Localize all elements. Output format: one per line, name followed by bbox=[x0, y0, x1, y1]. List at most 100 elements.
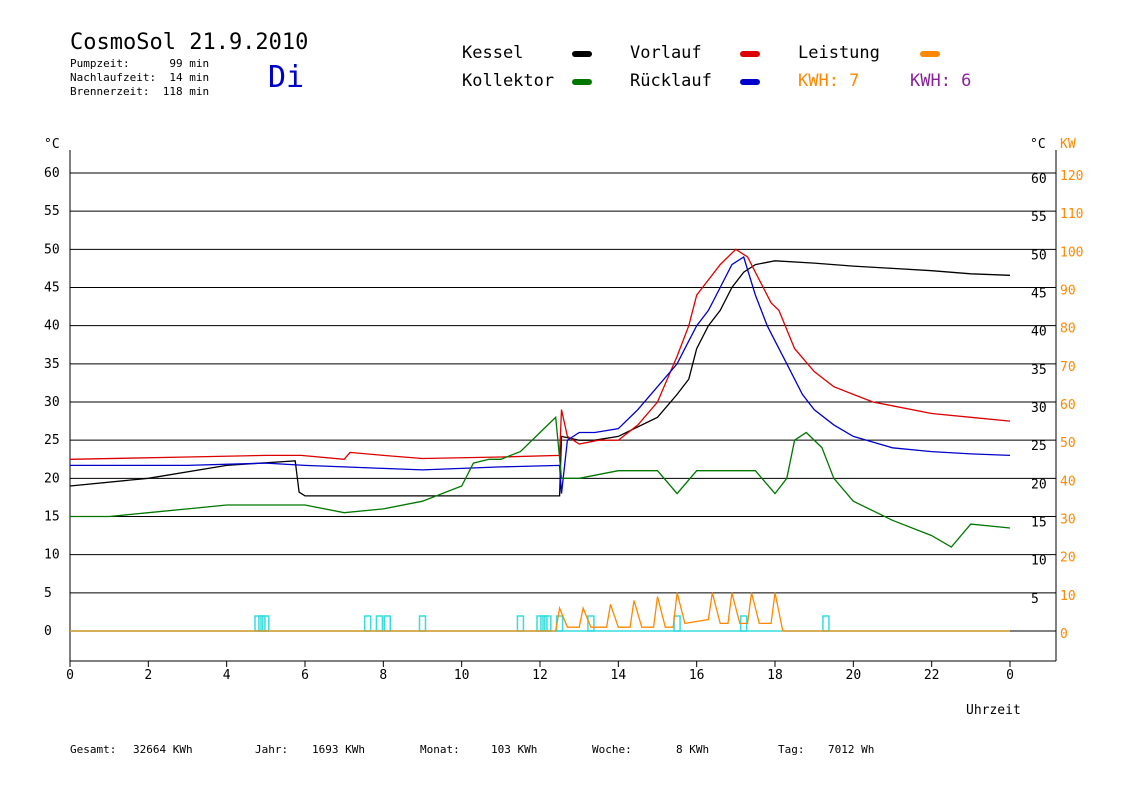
legend-kwh-orange: KWH: 7 bbox=[798, 71, 860, 91]
y-tick-right: 50 bbox=[1031, 248, 1047, 263]
y-tick-left: 35 bbox=[44, 357, 60, 372]
y-axis-label-right: °C bbox=[1030, 137, 1046, 152]
x-tick: 18 bbox=[767, 668, 783, 683]
y-tick-right-kw: 20 bbox=[1060, 551, 1076, 566]
legend-ruecklauf-swatch bbox=[740, 79, 760, 85]
pumpzeit-info: Pumpzeit: 99 min bbox=[70, 57, 210, 70]
gesamt-label: Gesamt: bbox=[70, 743, 117, 756]
x-tick: 8 bbox=[379, 668, 387, 683]
x-tick: 0 bbox=[1006, 668, 1014, 683]
y-tick-right: 60 bbox=[1031, 172, 1047, 187]
legend-kessel-swatch bbox=[572, 51, 592, 57]
pump-mark bbox=[673, 615, 681, 632]
y-tick-right-kw: 100 bbox=[1060, 245, 1083, 260]
tag-value: 7012 Wh bbox=[828, 743, 875, 756]
legend-kwh-purple: KWH: 6 bbox=[910, 71, 972, 91]
y-tick-right: 5 bbox=[1031, 592, 1039, 607]
pump-mark bbox=[375, 615, 384, 632]
legend-vorlauf-swatch bbox=[740, 51, 760, 57]
y-tick-left: 40 bbox=[44, 319, 60, 334]
pump-mark bbox=[516, 615, 525, 632]
pump-mark bbox=[536, 615, 544, 632]
x-tick: 16 bbox=[689, 668, 705, 683]
brennerzeit-info: Brennerzeit: 118 min bbox=[70, 85, 210, 98]
pump-mark bbox=[258, 615, 266, 632]
y-tick-left: 15 bbox=[44, 510, 60, 525]
pump-mark bbox=[262, 615, 270, 632]
y-tick-left: 10 bbox=[44, 548, 60, 563]
series-line-vorlauf bbox=[69, 248, 1011, 460]
series-line-kollektor bbox=[70, 415, 1011, 548]
y-tick-left: 5 bbox=[44, 586, 52, 601]
legend-kollektor-label: Kollektor bbox=[462, 71, 555, 91]
gesamt-value: 32664 KWh bbox=[133, 743, 193, 756]
y-tick-right-kw: 0 bbox=[1060, 627, 1068, 642]
x-tick: 2 bbox=[144, 668, 152, 683]
x-axis-label: Uhrzeit bbox=[966, 703, 1021, 718]
pump-mark bbox=[587, 615, 595, 632]
pump-mark bbox=[418, 615, 427, 632]
x-tick: 12 bbox=[532, 668, 548, 683]
y-tick-right-kw: 40 bbox=[1060, 474, 1076, 489]
legend-kollektor-swatch bbox=[572, 79, 592, 85]
woche-label: Woche: bbox=[592, 743, 632, 756]
y-tick-right-kw: 50 bbox=[1060, 436, 1076, 451]
monat-value: 103 KWh bbox=[491, 743, 538, 756]
y-tick-right-kw: 30 bbox=[1060, 513, 1076, 528]
y-tick-right: 25 bbox=[1031, 439, 1047, 454]
y-tick-right: 10 bbox=[1031, 554, 1047, 569]
woche-value: 8 KWh bbox=[676, 743, 710, 756]
y-axis-label-kw: KW bbox=[1060, 137, 1076, 152]
y-tick-right: 30 bbox=[1031, 401, 1047, 416]
y-tick-left: 0 bbox=[44, 624, 52, 639]
y-tick-right-kw: 60 bbox=[1060, 398, 1076, 413]
pump-mark bbox=[822, 615, 830, 632]
y-tick-left: 30 bbox=[44, 395, 60, 410]
jahr-label: Jahr: bbox=[255, 743, 289, 756]
legend-leistung-label: Leistung bbox=[798, 43, 880, 63]
legend-ruecklauf-label: Rücklauf bbox=[630, 71, 712, 91]
y-tick-left: 60 bbox=[44, 166, 60, 181]
y-tick-right: 15 bbox=[1031, 516, 1047, 531]
x-tick: 4 bbox=[223, 668, 231, 683]
pump-mark bbox=[540, 615, 548, 632]
y-tick-right: 20 bbox=[1031, 477, 1047, 492]
y-tick-right-kw: 80 bbox=[1060, 322, 1076, 337]
y-tick-right-kw: 120 bbox=[1060, 169, 1083, 184]
x-tick: 22 bbox=[924, 668, 940, 683]
x-tick: 20 bbox=[846, 668, 862, 683]
legend-kessel-label: Kessel bbox=[462, 43, 524, 63]
x-tick: 14 bbox=[611, 668, 627, 683]
y-tick-right: 55 bbox=[1031, 210, 1047, 225]
series-line-ruecklauf bbox=[70, 255, 1011, 494]
x-tick: 0 bbox=[66, 668, 74, 683]
series-line-kessel bbox=[69, 260, 1011, 497]
y-tick-right: 35 bbox=[1031, 363, 1047, 378]
weekday-label: Di bbox=[268, 60, 305, 95]
legend-leistung-swatch bbox=[920, 51, 940, 57]
series-line-leistung bbox=[70, 592, 1010, 632]
tag-label: Tag: bbox=[778, 743, 805, 756]
y-tick-left: 50 bbox=[44, 242, 60, 257]
legend-vorlauf-label: Vorlauf bbox=[630, 43, 702, 63]
y-tick-right: 45 bbox=[1031, 287, 1047, 302]
nachlaufzeit-info: Nachlaufzeit: 14 min bbox=[70, 71, 210, 84]
monat-label: Monat: bbox=[420, 743, 460, 756]
y-tick-right: 40 bbox=[1031, 325, 1047, 340]
y-tick-right-kw: 70 bbox=[1060, 360, 1076, 375]
y-tick-left: 20 bbox=[44, 471, 60, 486]
x-tick: 10 bbox=[454, 668, 470, 683]
pump-mark bbox=[383, 615, 391, 632]
y-tick-left: 25 bbox=[44, 433, 60, 448]
jahr-value: 1693 KWh bbox=[312, 743, 365, 756]
y-tick-right-kw: 10 bbox=[1060, 589, 1076, 604]
pump-mark bbox=[363, 615, 372, 632]
y-axis-label-left: °C bbox=[44, 137, 60, 152]
y-tick-left: 55 bbox=[44, 204, 60, 219]
y-tick-left: 45 bbox=[44, 281, 60, 296]
y-tick-right-kw: 90 bbox=[1060, 284, 1076, 299]
chart-title: CosmoSol 21.9.2010 bbox=[70, 30, 309, 55]
y-tick-right-kw: 110 bbox=[1060, 207, 1083, 222]
pump-mark bbox=[254, 615, 262, 632]
